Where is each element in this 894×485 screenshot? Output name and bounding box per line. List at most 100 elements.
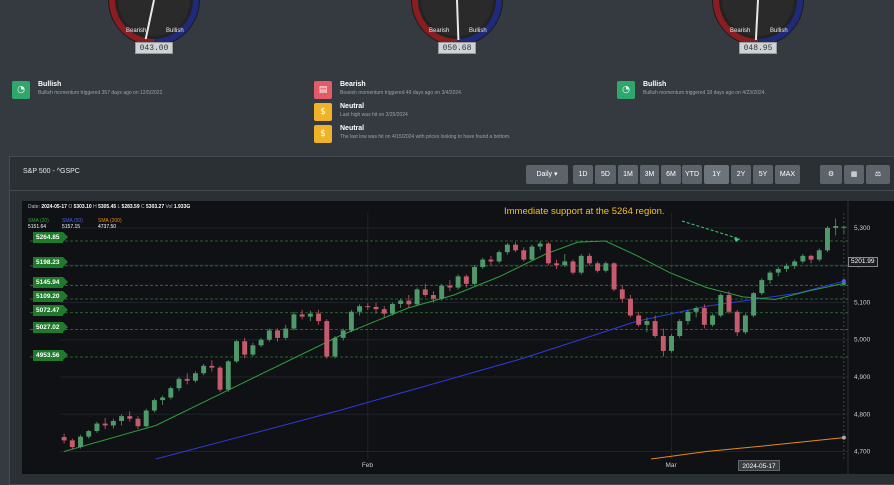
candle-body	[291, 314, 297, 329]
candle-body	[143, 410, 149, 427]
candle-body	[562, 261, 568, 266]
candle-body	[414, 289, 420, 305]
candle-body	[250, 345, 256, 355]
sma20-legend: SMA (20) 5151.64	[28, 218, 49, 230]
candle-body	[504, 244, 510, 253]
volume-label: Vol	[165, 204, 173, 210]
candle-body	[373, 306, 379, 310]
signal-detail: Bullish momentum triggered 18 days ago o…	[643, 90, 766, 96]
signal-title: Neutral	[340, 103, 365, 110]
dollar-icon: $	[314, 103, 332, 121]
candle-body	[513, 244, 519, 251]
candle-body	[184, 378, 190, 381]
candle-body	[554, 263, 560, 266]
chart-icon: ▤	[314, 81, 332, 99]
candle-body	[808, 255, 814, 260]
candle-body	[677, 321, 683, 336]
signal-detail: The last low was hit on 4/15/2024 with p…	[340, 134, 511, 140]
high-label: H	[93, 204, 97, 210]
candle-body	[726, 295, 732, 312]
calculator-icon[interactable]: ▦	[844, 165, 864, 184]
gauge-dial	[411, 0, 503, 46]
date-value: 2024-05-17	[41, 204, 67, 210]
candle-body	[406, 300, 412, 305]
low-value: 5283.59	[121, 204, 140, 210]
candle-body	[660, 336, 666, 351]
panel-title: S&P 500 - ^GSPC	[23, 168, 80, 175]
candle-body	[586, 255, 592, 264]
scale-icon[interactable]: ⚖	[866, 165, 890, 184]
candle-body	[332, 337, 338, 357]
signal-long-term-bullish: ◔ Bullish Bullish momentum triggered 18 …	[617, 81, 887, 101]
candle-body	[685, 311, 691, 322]
candle-body	[841, 226, 847, 228]
sma50-line	[155, 280, 845, 460]
support-level-tag: 4953.56	[33, 350, 67, 361]
close-label: C	[141, 204, 145, 210]
y-tick-label: 4,700	[854, 449, 871, 456]
short-term-gauge: Bearish Bullish 043.00	[106, 0, 202, 58]
candle-body	[701, 308, 707, 325]
annotation-arrowhead	[734, 238, 740, 243]
support-annotation: Immediate support at the 5264 region.	[504, 206, 665, 217]
candle-body	[94, 423, 100, 432]
signal-title: Bullish	[38, 81, 62, 88]
date-label: Date:	[28, 204, 40, 210]
range-button-1y[interactable]: 1Y	[704, 165, 729, 184]
support-level-tag: 5198.23	[33, 257, 67, 268]
candle-body	[652, 321, 658, 336]
range-button-6m[interactable]: 6M	[661, 165, 681, 184]
mid-term-gauge: Bearish Bullish 050.68	[409, 0, 505, 58]
range-button-1m[interactable]: 1M	[618, 165, 638, 184]
candle-body	[488, 259, 494, 262]
interval-dropdown[interactable]: Daily ▾	[526, 165, 568, 184]
candle-body	[78, 436, 83, 448]
price-chart[interactable]: 4,7004,8004,9005,0005,1005,2005,300FebMa…	[22, 201, 894, 474]
candle-body	[463, 276, 469, 284]
range-button-ytd[interactable]: YTD	[682, 165, 702, 184]
range-button-5d[interactable]: 5D	[595, 165, 616, 184]
candle-body	[603, 263, 609, 271]
candle-body	[348, 311, 354, 331]
candle-body	[422, 289, 428, 295]
candle-body	[110, 420, 116, 426]
candle-body	[825, 227, 830, 251]
open-label: O	[68, 204, 73, 210]
candle-body	[192, 373, 198, 381]
high-value: 5305.45	[98, 204, 117, 210]
signal-mid-bearish: ▤ Bearish Bearish momentum triggered 49 …	[314, 81, 600, 101]
gauge-icon: ◔	[12, 81, 30, 99]
candle-body	[447, 285, 453, 288]
gauge-bearish-label: Bearish	[730, 28, 751, 34]
chart-canvas[interactable]: 4,7004,8004,9005,0005,1005,2005,300FebMa…	[22, 201, 894, 474]
support-level-tag: 5145.94	[33, 277, 67, 288]
signal-title: Neutral	[340, 125, 365, 132]
candle-body	[710, 315, 716, 325]
range-button-3m[interactable]: 3M	[640, 165, 659, 184]
candle-body	[693, 308, 699, 312]
support-level-tag: 5109.20	[33, 291, 67, 302]
signal-short-term-bullish: ◔ Bullish Bullish momentum triggered 357…	[12, 81, 292, 101]
gauge-needle	[456, 0, 460, 41]
range-button-5y[interactable]: 5Y	[753, 165, 773, 184]
candle-body	[357, 306, 363, 312]
range-button-2y[interactable]: 2Y	[731, 165, 751, 184]
candle-body	[234, 341, 239, 362]
candle-body	[480, 259, 486, 268]
candle-body	[389, 303, 395, 314]
candle-body	[628, 298, 633, 316]
candle-body	[439, 285, 445, 299]
range-button-1d[interactable]: 1D	[573, 165, 593, 184]
candle-body	[529, 246, 535, 260]
gauge-bullish-label: Bullish	[469, 28, 487, 34]
settings-icon[interactable]: ⚙	[820, 165, 842, 184]
candle-body	[644, 321, 650, 325]
gauge-bearish-label: Bearish	[429, 28, 450, 34]
signal-detail: Bullish momentum triggered 357 days ago …	[38, 90, 164, 96]
range-button-max[interactable]: MAX	[775, 165, 800, 184]
candle-body	[800, 255, 806, 262]
sma50-value: 5157.15	[62, 224, 81, 230]
candle-body	[102, 423, 108, 426]
candle-body	[324, 321, 330, 357]
sma50-label: SMA (50)	[62, 218, 83, 224]
